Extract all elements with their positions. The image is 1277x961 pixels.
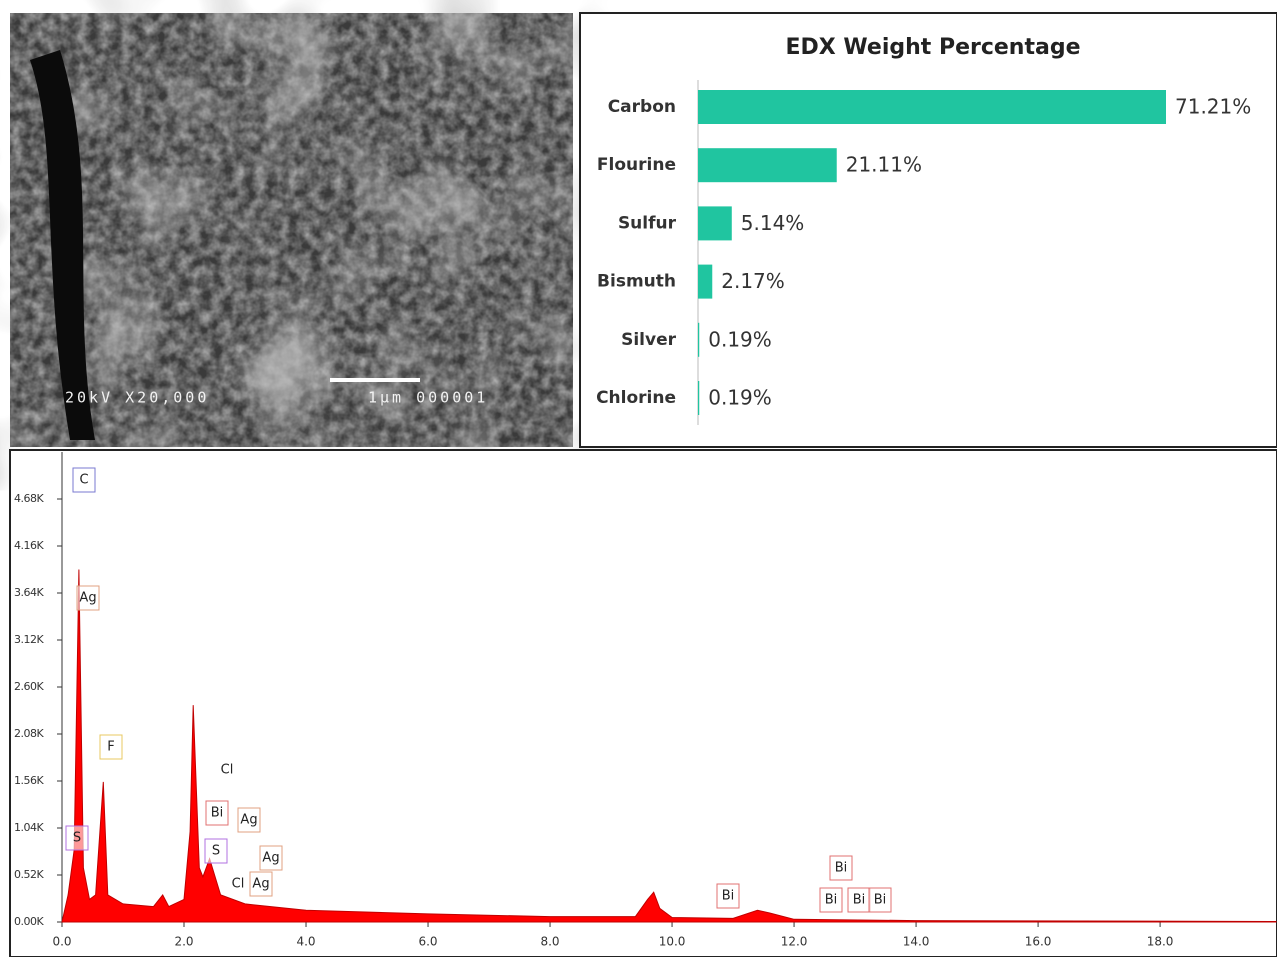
y-tick-label: 1.04K — [14, 821, 44, 834]
value-label: 21.11% — [846, 153, 922, 177]
y-tick-label: 4.68K — [14, 492, 44, 505]
category-label: Flourine — [597, 155, 676, 175]
annotation: Bi — [853, 893, 866, 908]
sem-label: 1μm 000001 — [368, 389, 488, 407]
annotation: Ag — [262, 851, 279, 866]
value-label: 71.21% — [1175, 95, 1251, 119]
annotation: Bi — [211, 806, 224, 821]
sem-image: 20kV X20,000 1μm 000001 — [10, 13, 573, 447]
annotation: Bi — [825, 893, 838, 908]
y-tick-label: 2.60K — [14, 680, 44, 693]
x-tick-label: 12.0 — [781, 935, 808, 949]
annotation: Bi — [722, 889, 735, 904]
figure: 20kV X20,000 1μm 000001 EDX Weight Perce… — [0, 0, 1277, 957]
x-tick-label: 4.0 — [296, 935, 315, 949]
annotation: S — [73, 831, 81, 846]
bar — [698, 148, 837, 182]
x-tick-label: 8.0 — [540, 935, 559, 949]
category-label: Chlorine — [596, 388, 676, 408]
category-label: Sulfur — [618, 213, 677, 233]
y-tick-label: 1.56K — [14, 774, 44, 787]
annotation: C — [79, 473, 88, 488]
annotation: Bi — [835, 861, 848, 876]
value-label: 0.19% — [708, 327, 772, 351]
y-tick-label: 4.16K — [14, 539, 44, 552]
x-tick-label: 2.0 — [174, 935, 193, 949]
bar — [698, 206, 732, 240]
annotation: Cl — [221, 763, 234, 778]
annotation: Ag — [240, 813, 257, 828]
category-label: Silver — [621, 330, 677, 350]
page: 20kV X20,000 1μm 000001 EDX Weight Perce… — [0, 0, 1277, 957]
chart-title: EDX Weight Percentage — [786, 35, 1081, 60]
x-tick-label: 16.0 — [1025, 935, 1052, 949]
annotation: F — [107, 740, 114, 755]
value-label: 0.19% — [708, 386, 772, 410]
y-tick-label: 0.00K — [14, 915, 44, 928]
category-label: Bismuth — [597, 272, 676, 292]
bar — [698, 323, 699, 357]
sem-label: 20kV X20,000 — [65, 389, 209, 407]
annotation: Bi — [874, 893, 887, 908]
value-label: 2.17% — [721, 269, 785, 293]
bar-panel — [580, 13, 1277, 447]
category-label: Carbon — [608, 97, 676, 117]
y-tick-label: 0.52K — [14, 868, 44, 881]
annotation: Cl — [232, 877, 245, 892]
x-tick-label: 0.0 — [52, 935, 71, 949]
y-tick-label: 3.12K — [14, 633, 44, 646]
bar — [698, 265, 712, 299]
x-tick-label: 6.0 — [418, 935, 437, 949]
y-tick-label: 2.08K — [14, 727, 44, 740]
bar — [698, 90, 1166, 124]
y-tick-label: 3.64K — [14, 586, 44, 599]
bar — [698, 381, 699, 415]
annotation: Ag — [79, 591, 96, 606]
annotation: S — [212, 844, 220, 859]
x-tick-label: 10.0 — [659, 935, 686, 949]
x-tick-label: 18.0 — [1147, 935, 1174, 949]
value-label: 5.14% — [741, 211, 805, 235]
x-tick-label: 14.0 — [903, 935, 930, 949]
annotation: Ag — [252, 877, 269, 892]
